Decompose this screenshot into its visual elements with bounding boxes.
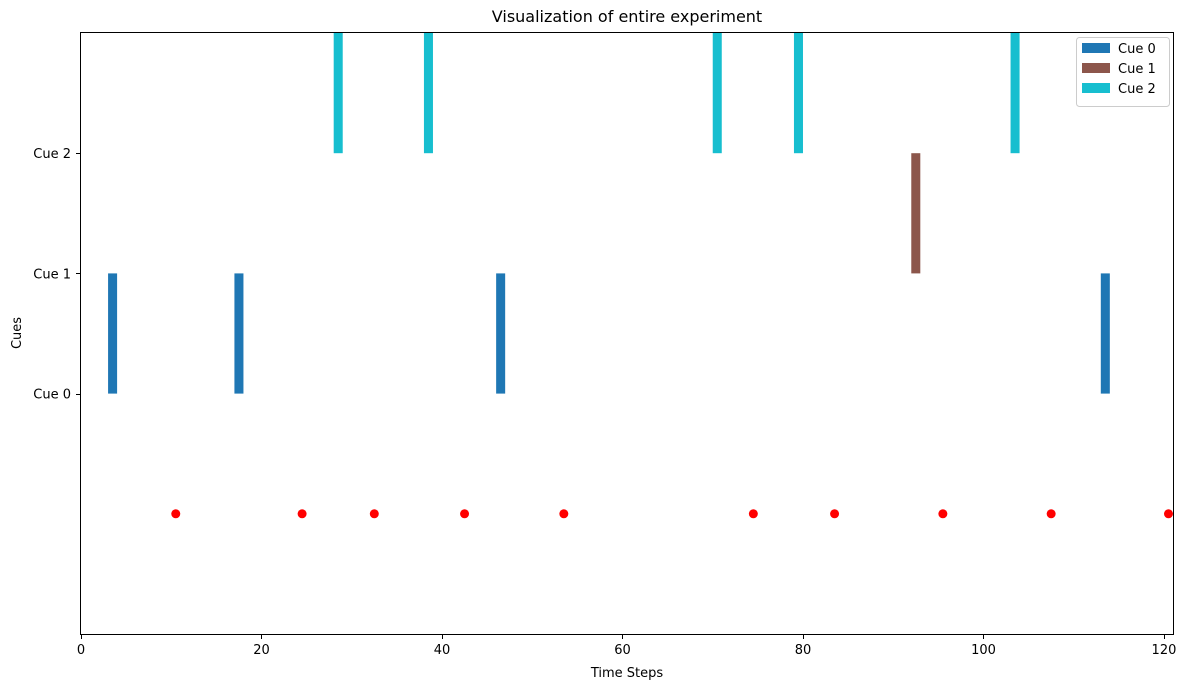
bar-cue-0-0 [108, 273, 118, 394]
marker-point-0 [171, 509, 181, 519]
legend-swatch-1 [1082, 63, 1110, 73]
legend-label-2: Cue 2 [1118, 82, 1156, 97]
legend-label-0: Cue 0 [1118, 42, 1156, 57]
x-axis: 0 20 40 60 80 100 120 [77, 634, 1177, 658]
y-tick-label-0: Cue 0 [33, 388, 71, 403]
plot-frame [80, 32, 1174, 635]
bar-cue-2-0 [333, 33, 343, 154]
y-tick-label-1: Cue 1 [33, 267, 71, 282]
x-tick-label-5: 100 [971, 643, 996, 658]
x-axis-label: Time Steps [590, 666, 664, 681]
y-tick-label-2: Cue 2 [33, 147, 71, 162]
bar-cue-2-1 [423, 33, 433, 154]
marker-point-2 [369, 509, 379, 519]
x-tick-label-2: 40 [434, 643, 451, 658]
bar-cue-1-0 [911, 153, 921, 274]
marker-point-3 [460, 509, 470, 519]
marker-point-1 [297, 509, 307, 519]
x-tick-label-3: 60 [614, 643, 631, 658]
marker-point-9 [1163, 509, 1173, 519]
bar-cue-0-1 [234, 273, 244, 394]
x-tick-label-6: 120 [1152, 643, 1177, 658]
legend-swatch-0 [1082, 43, 1110, 53]
chart-title: Visualization of entire experiment [492, 7, 762, 26]
marker-point-5 [748, 509, 758, 519]
bars-layer [108, 33, 1110, 394]
marker-point-6 [830, 509, 840, 519]
marker-point-4 [559, 509, 569, 519]
legend-swatch-2 [1082, 83, 1110, 93]
x-tick-label-0: 0 [77, 643, 85, 658]
bar-cue-2-3 [793, 33, 803, 154]
x-tick-label-4: 80 [795, 643, 812, 658]
bar-cue-0-3 [1100, 273, 1110, 394]
legend: Cue 0 Cue 1 Cue 2 [1076, 37, 1170, 107]
bar-cue-0-2 [496, 273, 506, 394]
y-axis: Cue 0 Cue 1 Cue 2 [33, 147, 81, 403]
markers-layer [171, 509, 1173, 519]
marker-point-7 [938, 509, 948, 519]
x-tick-label-1: 20 [253, 643, 270, 658]
legend-label-1: Cue 1 [1118, 62, 1156, 77]
y-axis-label: Cues [10, 317, 25, 349]
marker-point-8 [1046, 509, 1056, 519]
bar-cue-2-4 [1010, 33, 1020, 154]
bar-cue-2-2 [712, 33, 722, 154]
